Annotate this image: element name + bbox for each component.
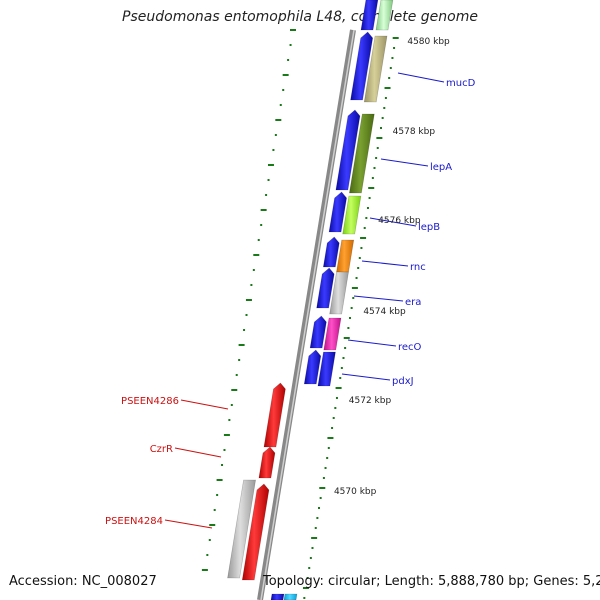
scale-label: 4578 kbp <box>393 127 436 137</box>
gene-block <box>360 0 379 31</box>
label-leader-line <box>174 447 222 458</box>
gene-label-mucd: mucD <box>446 78 476 89</box>
accession-text: Accession: NC_008027 <box>9 574 157 589</box>
gene-arrow-forward <box>350 31 374 101</box>
gene-arrow-reverse <box>241 483 270 581</box>
genome-backbone <box>257 29 356 600</box>
gene-block <box>363 35 388 103</box>
scale-label: 4572 kbp <box>349 396 392 406</box>
gene-arrow-forward <box>335 109 361 191</box>
gene-block <box>375 0 394 31</box>
gene-arrow-forward <box>328 191 347 233</box>
label-leader-line <box>347 339 397 347</box>
gene-block <box>323 317 342 351</box>
gene-block <box>317 351 336 387</box>
topology-text: Topology: circular; Length: 5,888,780 bp… <box>263 574 600 589</box>
label-leader-line <box>353 295 404 302</box>
gene-label-czrr: CzrR <box>150 444 173 455</box>
scale-label: 4580 kbp <box>407 37 450 47</box>
gene-arrow-forward <box>309 315 327 349</box>
label-leader-line <box>341 373 391 381</box>
gene-arrow-forward <box>322 236 340 268</box>
gene-label-pdxj: pdxJ <box>392 376 414 387</box>
gene-block <box>227 479 256 579</box>
label-leader-line <box>180 399 229 410</box>
gene-arrow-reverse <box>258 446 276 479</box>
label-leader-line <box>164 519 213 529</box>
genome-backbone-highlight <box>260 29 355 600</box>
gene-label-rnc: rnc <box>410 262 426 273</box>
gene-label-pseen4286: PSEEN4286 <box>121 396 179 407</box>
gene-block <box>329 271 349 315</box>
scale-label: 4576 kbp <box>378 216 421 226</box>
scale-label: 4574 kbp <box>363 307 406 317</box>
gene-label-pseen4284: PSEEN4284 <box>105 516 163 527</box>
gene-label-era: era <box>405 297 421 308</box>
gene-block <box>342 195 362 235</box>
gene-label-reco: recO <box>398 342 422 353</box>
label-leader-line <box>369 217 417 227</box>
label-leader-line <box>361 260 409 267</box>
scale-label: 4570 kbp <box>334 487 377 497</box>
gene-label-lepb: lepB <box>418 222 440 233</box>
label-leader-line <box>380 158 429 167</box>
gene-block <box>283 593 298 600</box>
gene-arrow-forward <box>316 267 335 309</box>
gene-block <box>270 593 285 600</box>
gene-arrow-forward <box>303 349 322 385</box>
label-leader-line <box>397 72 445 83</box>
gene-label-lepa: lepA <box>430 162 452 173</box>
gene-arrow-reverse <box>263 382 286 448</box>
gene-block <box>349 113 375 194</box>
